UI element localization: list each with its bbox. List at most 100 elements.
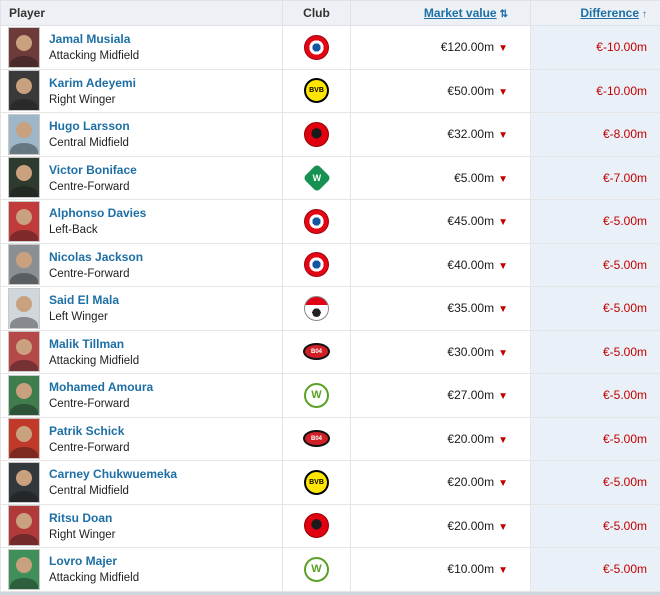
header-player-label: Player — [9, 6, 46, 20]
value-down-arrow-icon: ▼ — [498, 260, 508, 272]
club-logo-icon — [304, 121, 329, 147]
market-value: €120.00m — [440, 40, 495, 55]
header-club: Club — [282, 0, 351, 26]
difference-value: €-5.00m — [602, 388, 647, 403]
player-photo — [8, 244, 40, 286]
difference-value: €-5.00m — [602, 518, 647, 533]
player-photo-torso — [10, 55, 38, 67]
market-value-cell: €30.00m ▼ — [350, 329, 531, 374]
difference-cell: €-5.00m — [530, 242, 660, 287]
club-logo-link[interactable]: W — [302, 163, 331, 192]
club-logo-link[interactable] — [304, 121, 329, 147]
player-photo-head — [16, 295, 32, 312]
player-photo-head — [16, 426, 32, 443]
player-cell: Nicolas Jackson Centre-Forward — [0, 242, 283, 287]
player-photo-head — [16, 339, 32, 356]
market-value-sort-link[interactable]: Market value ⇅ — [424, 6, 508, 20]
market-value: €27.00m — [447, 388, 495, 403]
market-value: €50.00m — [447, 83, 495, 98]
club-logo-link[interactable]: W — [304, 382, 329, 408]
table-row: Patrik Schick Centre-Forward B04 €20.00m… — [0, 416, 660, 461]
table-row: Mohamed Amoura Centre-Forward W €27.00m ▼… — [0, 373, 660, 418]
market-value: €10.00m — [447, 562, 495, 577]
market-value: €20.00m — [447, 518, 495, 533]
header-market-value: Market value ⇅ — [350, 0, 531, 26]
player-cell: Victor Boniface Centre-Forward — [0, 155, 283, 200]
club-logo-icon — [304, 208, 329, 234]
value-down-arrow-icon: ▼ — [498, 173, 508, 185]
value-down-arrow-icon: ▼ — [498, 217, 508, 229]
difference-sort-link[interactable]: Difference ↑ — [580, 6, 647, 20]
club-logo-link[interactable] — [304, 295, 329, 321]
table-header-row: Player Club Market value ⇅ Difference ↑ — [0, 0, 660, 26]
market-value-cell: €20.00m ▼ — [350, 460, 531, 505]
club-logo-link[interactable] — [304, 252, 329, 278]
value-down-arrow-icon: ▼ — [498, 478, 508, 490]
club-cell — [282, 199, 351, 244]
club-logo-link[interactable] — [304, 208, 329, 234]
header-player: Player — [0, 0, 283, 26]
club-logo-icon: BVB — [304, 469, 329, 495]
player-name-link[interactable]: Nicolas Jackson — [49, 249, 144, 264]
table-row: Carney Chukwuemeka Central Midfield BVB … — [0, 460, 660, 505]
market-value-cell: €10.00m ▼ — [350, 547, 531, 592]
player-photo-head — [16, 382, 32, 399]
market-value-cell: €20.00m ▼ — [350, 416, 531, 461]
difference-cell: €-5.00m — [530, 503, 660, 548]
value-down-arrow-icon: ▼ — [498, 86, 508, 98]
market-value: €45.00m — [447, 214, 495, 229]
header-market-value-label: Market value — [423, 6, 497, 20]
player-photo-torso — [10, 490, 38, 502]
player-name-link[interactable]: Hugo Larsson — [49, 119, 130, 134]
club-cell: B04 — [282, 329, 351, 374]
club-cell: BVB — [282, 68, 351, 113]
club-logo-link[interactable]: B04 — [303, 430, 330, 448]
market-value-cell: €35.00m ▼ — [350, 286, 531, 331]
value-down-arrow-icon: ▼ — [498, 434, 508, 446]
difference-value: €-5.00m — [602, 301, 647, 316]
difference-cell: €-5.00m — [530, 547, 660, 592]
player-photo — [8, 418, 40, 460]
difference-cell: €-5.00m — [530, 199, 660, 244]
player-name-link[interactable]: Ritsu Doan — [49, 510, 113, 525]
difference-value: €-5.00m — [602, 344, 647, 359]
player-name-link[interactable]: Karim Adeyemi — [49, 75, 136, 90]
player-cell: Patrik Schick Centre-Forward — [0, 416, 283, 461]
player-cell: Ritsu Doan Right Winger — [0, 503, 283, 548]
table-row: Hugo Larsson Central Midfield €32.00m ▼ €… — [0, 112, 660, 157]
player-photo-torso — [10, 360, 38, 372]
club-logo-link[interactable]: BVB — [304, 78, 329, 104]
player-position: Centre-Forward — [49, 441, 130, 454]
club-logo-link[interactable] — [304, 34, 329, 60]
table-row: Karim Adeyemi Right Winger BVB €50.00m ▼ … — [0, 68, 660, 113]
player-name-link[interactable]: Lovro Majer — [49, 554, 118, 569]
player-name-link[interactable]: Patrik Schick — [49, 423, 125, 438]
value-down-arrow-icon: ▼ — [498, 43, 508, 55]
player-name-link[interactable]: Jamal Musiala — [49, 32, 131, 47]
club-logo-link[interactable]: W — [304, 556, 329, 582]
club-logo-link[interactable] — [304, 513, 329, 539]
club-logo-link[interactable]: BVB — [304, 469, 329, 495]
market-value-cell: €5.00m ▼ — [350, 155, 531, 200]
table-row: Jamal Musiala Attacking Midfield €120.00… — [0, 25, 660, 70]
difference-cell: €-10.00m — [530, 25, 660, 70]
player-photo-head — [16, 208, 32, 225]
player-position: Attacking Midfield — [49, 50, 140, 63]
player-photo — [8, 70, 40, 112]
player-photo-head — [16, 121, 32, 138]
player-name-link[interactable]: Mohamed Amoura — [49, 380, 154, 395]
player-name-link[interactable]: Malik Tillman — [49, 336, 125, 351]
footer-strip — [0, 591, 660, 595]
player-cell: Karim Adeyemi Right Winger — [0, 68, 283, 113]
market-value-cell: €32.00m ▼ — [350, 112, 531, 157]
club-logo-icon: W — [304, 556, 329, 582]
value-down-arrow-icon: ▼ — [498, 521, 508, 533]
player-name-link[interactable]: Victor Boniface — [49, 162, 137, 177]
club-logo-link[interactable]: B04 — [303, 343, 330, 361]
player-photo-head — [16, 78, 32, 95]
player-name-link[interactable]: Said El Mala — [49, 293, 120, 308]
player-name-link[interactable]: Carney Chukwuemeka — [49, 467, 178, 482]
table-row: Victor Boniface Centre-Forward W €5.00m ▼… — [0, 155, 660, 200]
player-photo — [8, 113, 40, 155]
player-name-link[interactable]: Alphonso Davies — [49, 206, 147, 221]
